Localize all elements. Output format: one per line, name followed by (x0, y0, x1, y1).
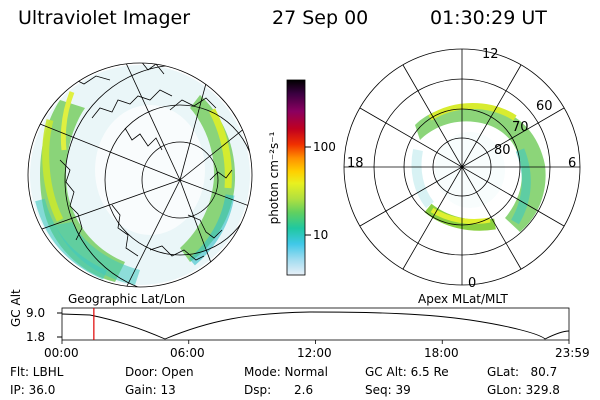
colorbar-scale (286, 79, 306, 276)
mlat-label-60: 60 (536, 99, 553, 114)
mlt-label-18: 18 (347, 156, 364, 171)
timeline-ytick-label-top: 9.0 (26, 306, 46, 320)
gc-altitude-curve (61, 311, 570, 340)
status-mode: Mode: Normal (244, 365, 328, 379)
status-gain: Gain: 13 (125, 383, 176, 397)
status-glon: GLon: 329.8 (487, 383, 560, 397)
timeline-xtick-2359: 23:59 (555, 346, 590, 360)
mlt-label-12: 12 (482, 47, 499, 62)
time-label: 01:30:29 UT (430, 7, 547, 29)
colorbar-unit-label: photon cm⁻²s⁻¹ (267, 131, 281, 224)
geo-panel-caption: Geographic Lat/Lon (68, 292, 185, 306)
polar-grid (343, 48, 581, 286)
colorbar-tick-label-10: 10 (313, 228, 328, 242)
mlt-label-0: 0 (468, 276, 476, 291)
mlat-label-70: 70 (512, 120, 529, 135)
timeline-xtick-1200: 12:00 (297, 346, 332, 360)
status-seq: Seq: 39 (365, 383, 411, 397)
timeline-xtick-0600: 06:00 (170, 346, 205, 360)
instrument-title: Ultraviolet Imager (18, 7, 191, 29)
timeline-axis-label: GC Alt (9, 289, 23, 327)
status-ip: IP: 36.0 (10, 383, 56, 397)
mlt-label-6: 6 (568, 156, 576, 171)
timeline-frame (61, 307, 570, 341)
status-gc-alt: GC Alt: 6.5 Re (365, 365, 449, 379)
status-glat: GLat: 80.7 (487, 365, 558, 379)
timeline-ytick-label-bottom: 1.8 (26, 330, 46, 344)
mlat-label-80: 80 (494, 143, 511, 158)
timeline-xtick-0000: 00:00 (44, 346, 79, 360)
timeline-xtick-1800: 18:00 (424, 346, 459, 360)
polar-panel-caption: Apex MLat/MLT (418, 292, 508, 306)
geo-outline (27, 62, 253, 288)
timeline-xticks (61, 340, 570, 344)
geographic-image (28, 63, 252, 287)
status-door: Door: Open (125, 365, 194, 379)
status-filter: Flt: LBHL (10, 365, 64, 379)
colorbar-tick-label-100: 100 (313, 140, 336, 154)
date-label: 27 Sep 00 (272, 7, 369, 29)
status-dsp: Dsp: 2.6 (244, 383, 314, 397)
